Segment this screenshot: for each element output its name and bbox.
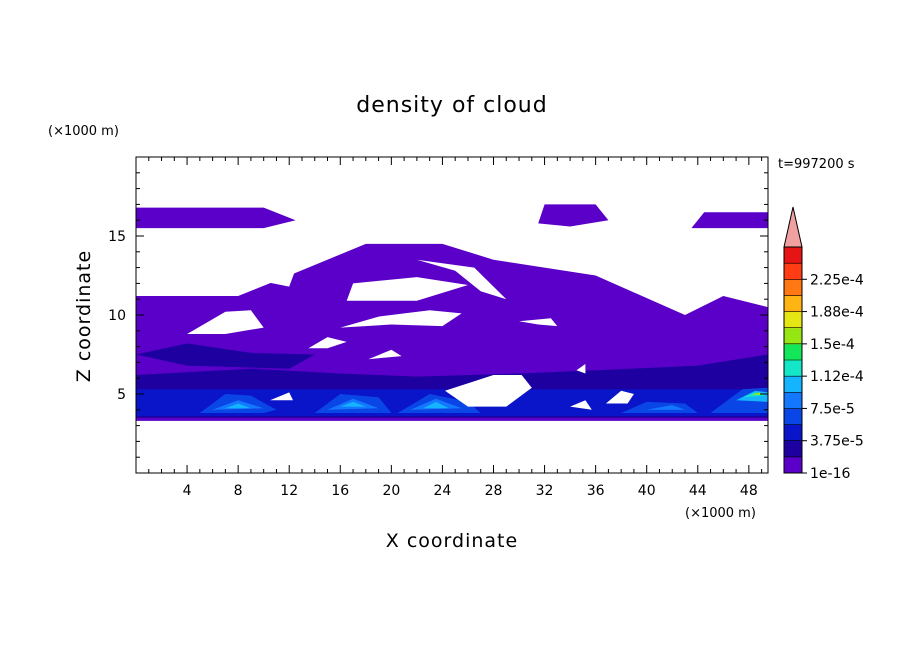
colorbar-label: 1.12e-4 (810, 369, 864, 385)
density-region-5 (136, 343, 315, 369)
clear-sky-gap-7 (519, 318, 558, 327)
x-axis-label: X coordinate (386, 530, 518, 552)
x-tick-label: 12 (280, 483, 298, 499)
clear-sky-gap-4 (368, 349, 402, 360)
colorbar-swatch-4 (784, 392, 802, 409)
colorbar-swatch-3 (784, 408, 802, 426)
x-tick-label: 20 (382, 483, 400, 499)
colorbar-swatch-8 (784, 327, 802, 345)
clear-sky-gap-13 (678, 267, 711, 285)
colorbar-swatch-13 (784, 247, 802, 264)
x-tick-label: 28 (485, 483, 503, 499)
x-axis-unit: (×1000 m) (685, 506, 756, 521)
plot-area (136, 204, 768, 421)
colorbar-label: 1.5e-4 (810, 337, 855, 353)
clear-sky-gap-11 (445, 375, 532, 407)
clear-sky-gap-12 (270, 392, 293, 401)
x-tick-label: 44 (689, 483, 707, 499)
colorbar-overflow-triangle (783, 206, 803, 248)
time-label: t=997200 s (778, 157, 855, 172)
x-tick-label: 32 (536, 483, 554, 499)
x-tick-label: 40 (638, 483, 656, 499)
clear-sky-gap-5 (346, 277, 468, 301)
x-tick-label: 48 (740, 483, 758, 499)
y-tick-label: 5 (117, 387, 126, 403)
density-region-2 (691, 212, 768, 229)
x-tick-label: 24 (434, 483, 452, 499)
clear-sky-gap-9 (570, 400, 592, 410)
chart-title: density of cloud (356, 93, 547, 118)
clear-sky-gap-1 (257, 269, 296, 287)
density-region-18 (423, 401, 449, 409)
clear-sky-gap-10 (605, 390, 634, 404)
density-region-15 (646, 405, 685, 410)
x-tick-label: 36 (587, 483, 605, 499)
density-region-0 (136, 207, 296, 229)
colorbar-swatch-5 (784, 376, 802, 393)
y-axis-label: Z coordinate (73, 250, 95, 382)
y-axis-unit: (×1000 m) (48, 124, 119, 139)
colorbar-label: 3.75e-5 (810, 434, 864, 450)
colorbar-swatch-2 (784, 424, 802, 442)
x-tick-label: 8 (234, 483, 243, 499)
density-region-1 (538, 204, 609, 227)
y-tick-label: 10 (108, 308, 126, 324)
colorbar-swatch-9 (784, 311, 802, 329)
colorbar-label: 7.5e-5 (810, 401, 855, 417)
clear-sky-gap-2 (340, 310, 462, 328)
x-tick-label: 16 (331, 483, 349, 499)
colorbar-swatch-11 (784, 279, 802, 296)
colorbar-swatch-1 (784, 440, 802, 458)
colorbar-label: 2.25e-4 (810, 272, 864, 288)
clear-sky-gap-0 (187, 310, 264, 334)
density-region-16 (225, 403, 251, 409)
density-region-17 (340, 401, 366, 407)
colorbar-swatch-0 (784, 456, 802, 474)
colorbar: 1e-16 3.75e-5 7.5e-5 1.12e-4 1.5e-4 1.88e-4 2.… (783, 206, 864, 482)
colorbar-swatch-12 (784, 263, 802, 280)
colorbar-swatch-10 (784, 295, 802, 313)
clear-sky-gap-3 (308, 337, 347, 349)
colorbar-swatch-7 (784, 343, 802, 361)
clear-sky-gap-6 (416, 259, 507, 300)
y-tick-label: 15 (108, 229, 126, 245)
clear-sky-gap-8 (576, 364, 586, 374)
colorbar-swatch-6 (784, 360, 802, 377)
colorbar-label: 1.88e-4 (810, 305, 864, 321)
x-tick-label: 4 (183, 483, 192, 499)
colorbar-label: 1e-16 (810, 466, 850, 482)
